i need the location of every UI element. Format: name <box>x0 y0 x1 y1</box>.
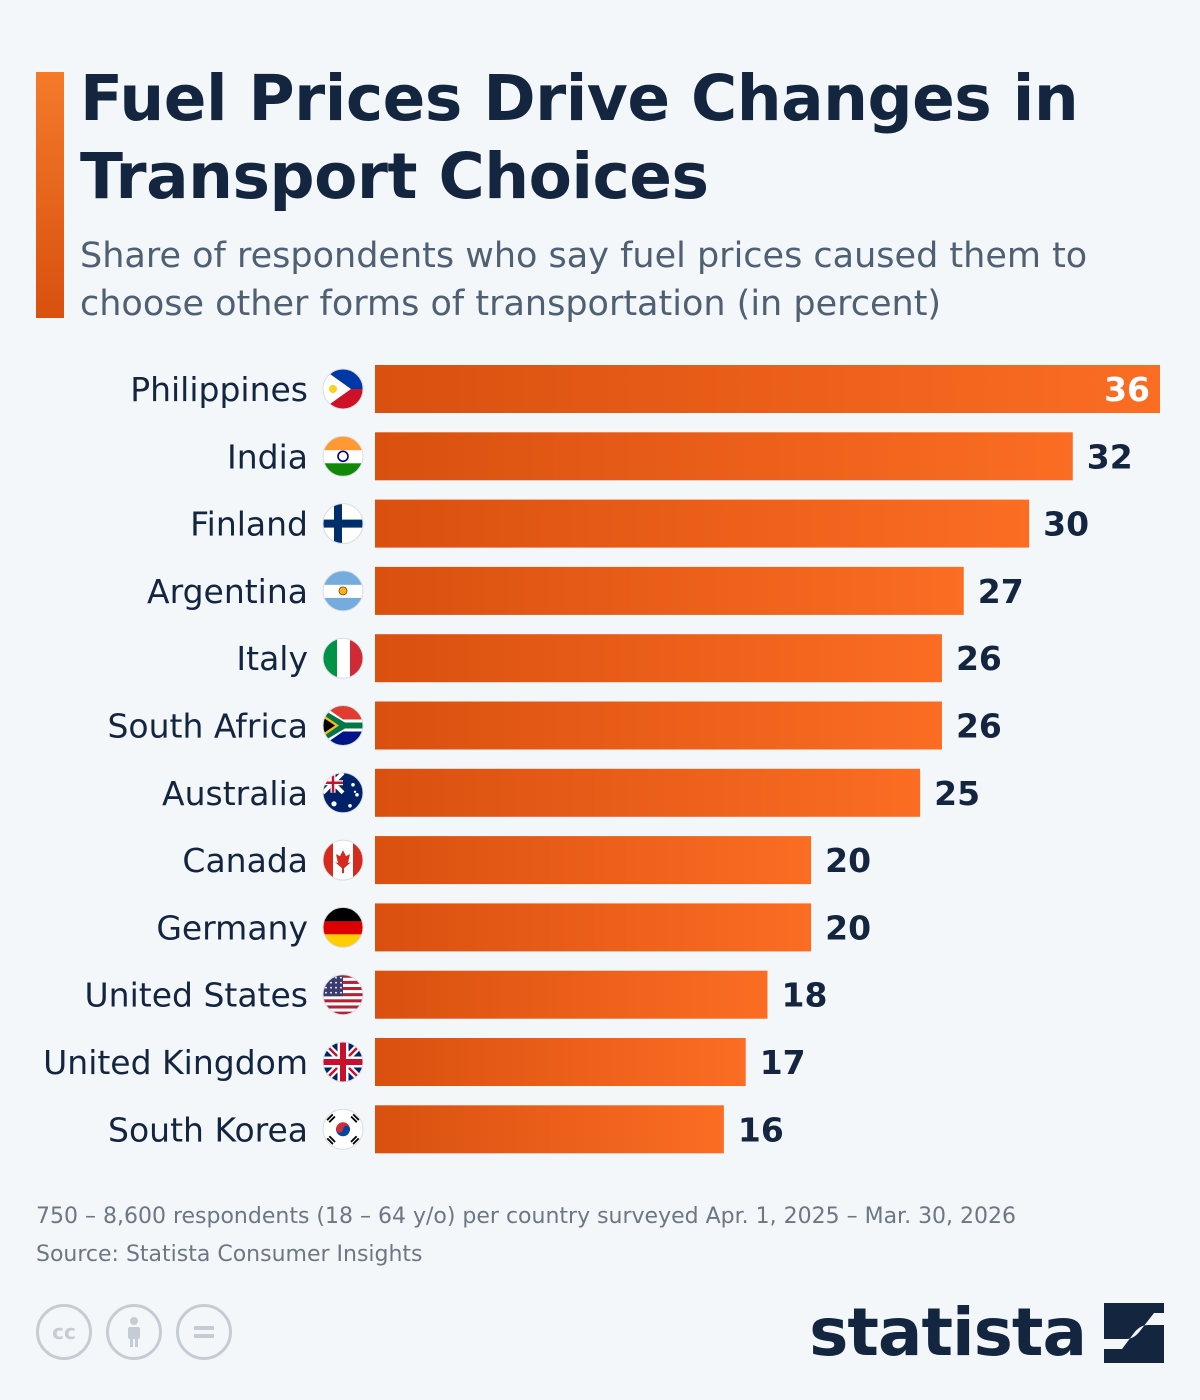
bar <box>375 970 768 1019</box>
bar <box>375 365 1160 413</box>
bar <box>375 701 942 750</box>
value-label: 18 <box>782 976 828 1015</box>
bar <box>375 499 1030 548</box>
value-label: 27 <box>978 572 1024 611</box>
brand-wordmark: statista <box>809 1294 1087 1371</box>
license-icons: cc <box>36 1304 232 1360</box>
no-derivatives-icon[interactable] <box>176 1304 232 1360</box>
canada-flag-icon <box>322 839 364 881</box>
philippines-flag-icon <box>322 368 364 410</box>
category-label: South Korea <box>108 1110 308 1149</box>
value-label: 36 <box>1104 370 1150 409</box>
value-label: 32 <box>1087 437 1133 476</box>
category-label: Argentina <box>147 572 308 611</box>
category-label: India <box>227 437 308 476</box>
value-label: 30 <box>1043 505 1089 544</box>
finland-flag-icon <box>322 503 364 545</box>
chart-title: Fuel Prices Drive Changes in Transport C… <box>80 62 1079 213</box>
creative-commons-icon[interactable]: cc <box>36 1304 92 1360</box>
chart-subtitle: Share of respondents who say fuel prices… <box>80 236 1088 324</box>
united-states-flag-icon <box>322 974 364 1016</box>
argentina-flag-icon <box>322 570 364 612</box>
bar <box>375 903 812 952</box>
category-label: Italy <box>236 639 308 678</box>
category-label: Germany <box>156 908 308 947</box>
bar <box>375 836 812 885</box>
germany-flag-icon <box>322 906 364 948</box>
bar-chart: Philippines 36 India 32 Finland 30 Argentina 27… <box>43 365 1160 1154</box>
category-label: South Africa <box>107 707 308 746</box>
south-korea-flag-icon <box>322 1108 364 1150</box>
value-label: 16 <box>738 1110 784 1149</box>
bar <box>375 566 964 615</box>
value-label: 25 <box>934 774 980 813</box>
value-label: 20 <box>825 908 871 947</box>
australia-flag-icon <box>322 772 364 814</box>
statista-logo[interactable]: statista <box>809 1294 1164 1371</box>
united-kingdom-flag-icon <box>322 1041 364 1083</box>
value-label: 26 <box>956 639 1002 678</box>
category-label: Australia <box>162 774 308 813</box>
value-label: 20 <box>825 841 871 880</box>
source-note: Source: Statista Consumer Insights <box>36 1242 423 1267</box>
attribution-icon[interactable] <box>106 1304 162 1360</box>
category-label: Philippines <box>130 370 308 409</box>
india-flag-icon <box>322 435 364 477</box>
category-label: Canada <box>182 841 308 880</box>
south-africa-flag-icon <box>322 705 364 746</box>
bar <box>375 432 1073 481</box>
bar <box>375 634 942 683</box>
category-label: Finland <box>190 505 308 544</box>
survey-note: 750 – 8,600 respondents (18 – 64 y/o) pe… <box>36 1204 1017 1229</box>
statista-mark-icon <box>1104 1302 1164 1363</box>
italy-flag-icon <box>322 637 364 679</box>
bar <box>375 1038 746 1086</box>
bar <box>375 768 921 817</box>
value-label: 17 <box>760 1043 806 1082</box>
bar <box>375 1105 724 1154</box>
category-label: United States <box>85 976 308 1015</box>
value-label: 26 <box>956 707 1002 746</box>
title-accent-bar <box>36 72 64 318</box>
footnote: 750 – 8,600 respondents (18 – 64 y/o) pe… <box>36 1198 1016 1274</box>
category-label: United Kingdom <box>43 1043 308 1082</box>
